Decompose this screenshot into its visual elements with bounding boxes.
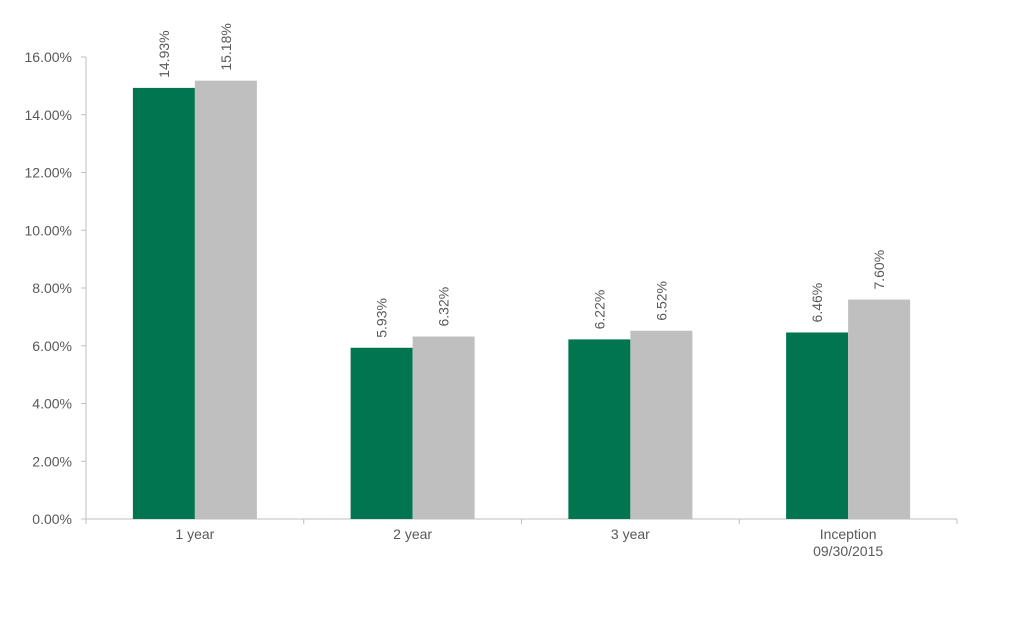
data-label: 14.93% <box>156 30 172 77</box>
data-label: 6.46% <box>809 283 825 323</box>
x-category-label: 2 year <box>393 526 432 542</box>
bar-series-2 <box>630 330 693 519</box>
y-tick-label: 8.00% <box>32 280 72 296</box>
data-label: 6.22% <box>591 290 607 330</box>
y-tick-label: 16.00% <box>25 49 72 65</box>
data-label: 15.18% <box>218 23 234 70</box>
y-tick-label: 12.00% <box>25 165 72 181</box>
x-category-label: 3 year <box>611 526 650 542</box>
y-tick-label: 2.00% <box>32 453 72 469</box>
bars <box>132 80 911 520</box>
data-label: 6.32% <box>436 287 452 327</box>
bar-series-2 <box>848 299 911 519</box>
bar-series-1 <box>350 347 413 519</box>
bar-series-2 <box>194 80 257 520</box>
x-category-label: 1 year <box>175 526 214 542</box>
y-tick-label: 10.00% <box>25 222 72 238</box>
data-label: 5.93% <box>374 298 390 338</box>
x-axis: 1 year 2 year 3 year Inception 09/30/2015 <box>85 518 958 559</box>
y-tick-label: 4.00% <box>32 396 72 412</box>
bar-series-1 <box>568 339 631 519</box>
data-label: 7.60% <box>871 250 887 290</box>
bar-series-1 <box>132 87 195 520</box>
x-category-label: Inception 09/30/2015 <box>813 526 883 559</box>
y-axis: 0.00% 2.00% 4.00% 6.00% 8.00% 10.00% 12.00% 14.… <box>25 49 87 527</box>
y-tick-label: 0.00% <box>32 511 72 527</box>
y-tick-label: 6.00% <box>32 338 72 354</box>
y-tick-label: 14.00% <box>25 107 72 123</box>
bar-series-2 <box>412 336 475 519</box>
data-label: 6.52% <box>653 281 669 321</box>
data-labels: 14.93% 15.18% 5.93% 6.32% 6.22% 6.52% 6.46% 7.6… <box>156 23 887 338</box>
bar-series-1 <box>786 332 849 519</box>
